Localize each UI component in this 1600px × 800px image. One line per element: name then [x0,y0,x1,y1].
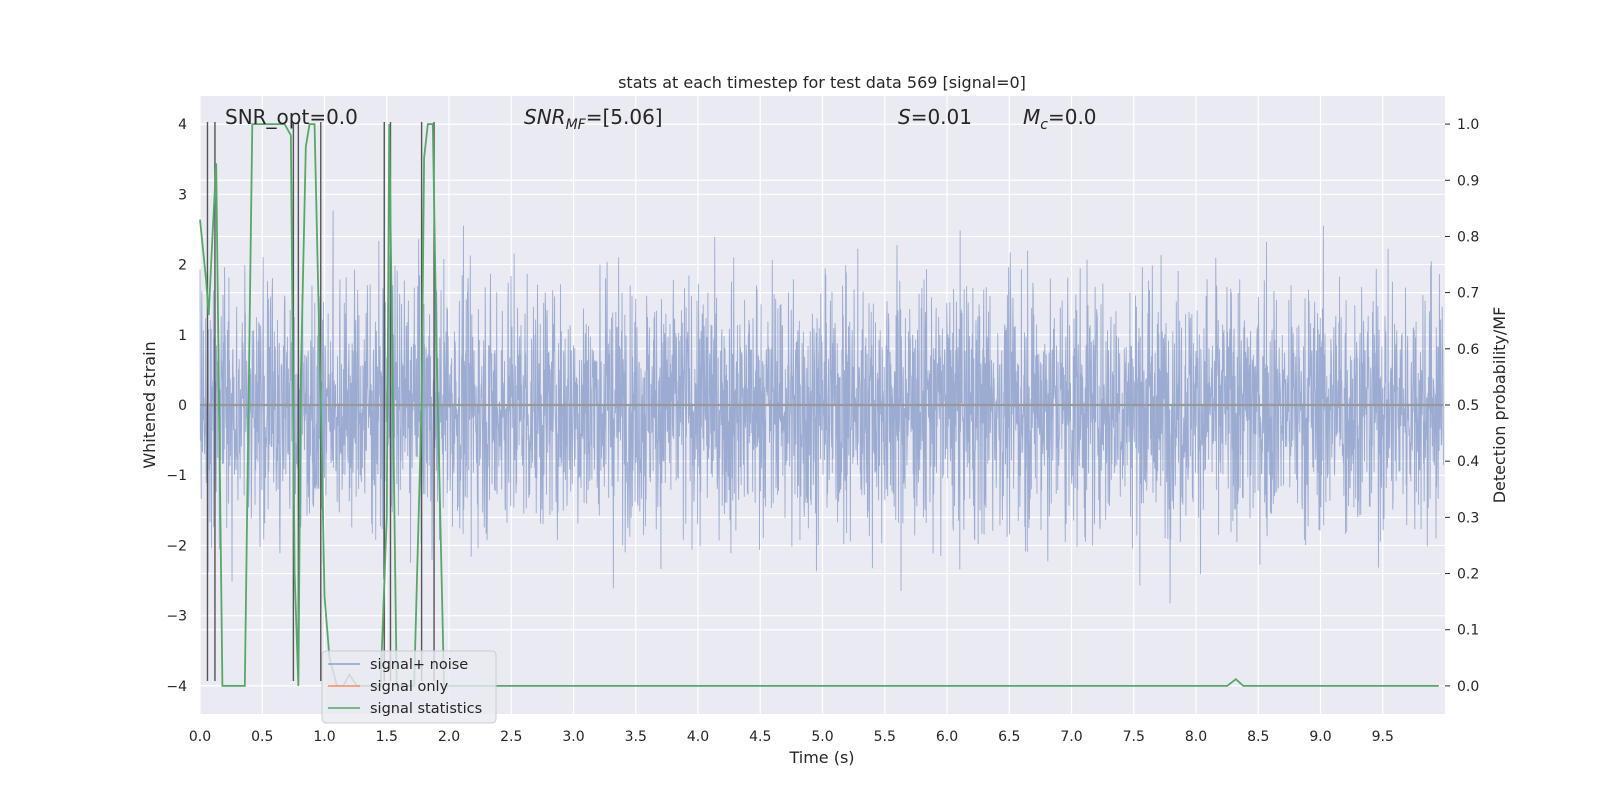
y-right-tick-label: 0.1 [1457,623,1479,639]
legend: signal+ noise signal only signal statist… [321,650,497,724]
y-right-tick-label: 0.2 [1457,567,1479,583]
legend-label-signal-noise: signal+ noise [370,657,468,673]
y-right-tick-label: 0.5 [1457,398,1479,414]
y-tick-label: 3 [178,187,187,203]
y-tick-label: 0 [178,398,187,414]
x-axis-label: Time (s) [788,748,854,767]
y-tick-label: 4 [178,117,187,133]
mc-value: =0.0 [1048,105,1097,129]
x-tick-label: 0.0 [189,729,211,745]
signal-statistics-line [199,123,1439,687]
mc-subscript: c [1040,117,1048,133]
mc-symbol: M [1023,105,1040,129]
x-tick-label: 9.5 [1372,729,1394,745]
x-tick-label: 6.0 [936,729,958,745]
x-tick-label: 4.5 [749,729,771,745]
y-right-axis-label: Detection probability/MF [1490,307,1509,504]
s-symbol: S [898,105,911,129]
series-signal-noise [199,210,1445,604]
x-tick-label: 2.5 [500,729,522,745]
x-tick-label: 7.5 [1123,729,1145,745]
chart-title: stats at each timestep for test data 569… [618,73,1026,92]
s-value: =0.01 [911,105,972,129]
annotation-s: S=0.01 [898,105,972,129]
snr-mf-symbol: SNR [524,105,566,129]
y-right-tick-label: 0.7 [1457,286,1479,302]
signal-noise-line [199,210,1445,604]
annotation-snr-mf: SNRMF=[5.06] [524,105,663,133]
y-tick-label: 1 [178,328,187,344]
y-right-tick-labels: 0.0 0.1 0.2 0.3 0.4 0.5 0.6 0.7 0.8 0.9 1.0 [1445,117,1479,695]
annotation-snr-opt: SNR_opt=0.0 [225,105,358,129]
y-tick-labels: −4 −3 −2 −1 0 1 2 3 4 [166,117,187,695]
snr-mf-value: =[5.06] [586,105,663,129]
x-tick-label: 3.5 [625,729,647,745]
y-tick-label: 2 [178,258,187,274]
y-right-tick-label: 1.0 [1457,117,1479,133]
x-tick-label: 5.5 [874,729,896,745]
legend-box [321,650,497,724]
x-tick-labels: 0.0 0.5 1.0 1.5 2.0 2.5 3.0 3.5 4.0 4.5 5.0 5.5 6.0 6… [189,729,1394,745]
y-tick-label: −2 [166,538,187,554]
x-tick-label: 9.0 [1309,729,1331,745]
y-axis-label: Whitened strain [140,341,159,468]
x-tick-label: 1.0 [313,729,335,745]
snr-mf-subscript: MF [566,117,587,133]
series-signal-statistics [199,123,1439,687]
y-tick-label: −3 [166,609,187,625]
x-tick-label: 0.5 [251,729,273,745]
x-tick-label: 7.0 [1060,729,1082,745]
y-right-tick-label: 0.4 [1457,454,1479,470]
x-tick-label: 8.5 [1247,729,1269,745]
y-tick-label: −4 [166,679,187,695]
y-tick-label: −1 [166,468,187,484]
x-tick-label: 1.5 [376,729,398,745]
y-right-tick-label: 0.3 [1457,510,1479,526]
x-tick-label: 2.0 [438,729,460,745]
y-right-tick-label: 0.9 [1457,173,1479,189]
x-tick-label: 4.0 [687,729,709,745]
y-right-tick-label: 0.0 [1457,679,1479,695]
y-right-tick-label: 0.6 [1457,342,1479,358]
x-tick-label: 3.0 [562,729,584,745]
y-right-tick-label: 0.8 [1457,229,1479,245]
x-tick-label: 6.5 [998,729,1020,745]
legend-label-signal-statistics: signal statistics [370,701,482,717]
x-tick-label: 5.0 [811,729,833,745]
x-tick-label: 8.0 [1185,729,1207,745]
legend-label-signal-only: signal only [370,679,449,695]
annotation-mc: Mc=0.0 [1023,105,1097,133]
